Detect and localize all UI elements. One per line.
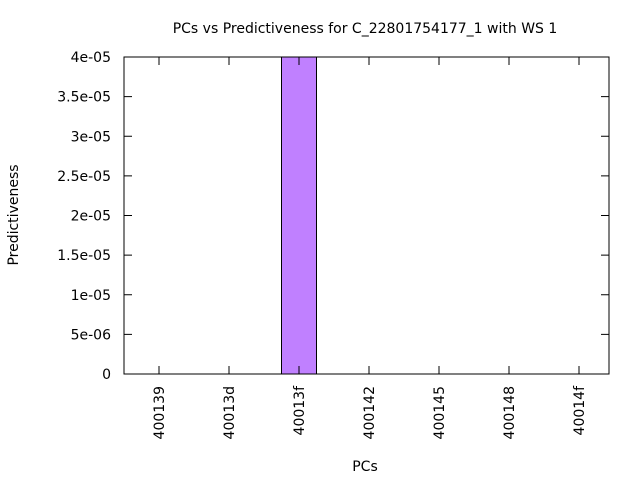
x-tick-label: 40013d	[222, 386, 238, 439]
x-tick-label: 400139	[152, 386, 168, 439]
y-tick-label: 3e-05	[71, 129, 111, 145]
x-tick-label: 400142	[362, 386, 378, 439]
y-tick-label: 0	[102, 367, 111, 383]
x-tick-label: 400145	[432, 386, 448, 439]
y-tick-label: 2e-05	[71, 209, 111, 225]
bar-40013f	[281, 56, 317, 375]
x-tick-label: 40013f	[292, 385, 308, 436]
x-tick-label: 40014f	[572, 385, 588, 436]
plot-frame	[123, 56, 610, 375]
x-tick-label: 400148	[502, 386, 518, 439]
y-tick-label: 3.5e-05	[57, 90, 111, 106]
chart-title: PCs vs Predictiveness for C_22801754177_…	[173, 21, 558, 37]
y-tick-label: 1.5e-05	[57, 248, 111, 264]
y-tick-label: 4e-05	[71, 50, 111, 66]
x-axis-label: PCs	[352, 459, 378, 475]
y-axis-label: Predictiveness	[6, 164, 22, 265]
y-tick-label: 5e-06	[71, 327, 111, 343]
y-tick-label: 2.5e-05	[57, 169, 111, 185]
plot-area: 0 5e-06 1e-05 1.5e-05 2e-05 2.5e-05 3e-05 3.5e-…	[57, 50, 610, 439]
y-tick-label: 1e-05	[71, 288, 111, 304]
